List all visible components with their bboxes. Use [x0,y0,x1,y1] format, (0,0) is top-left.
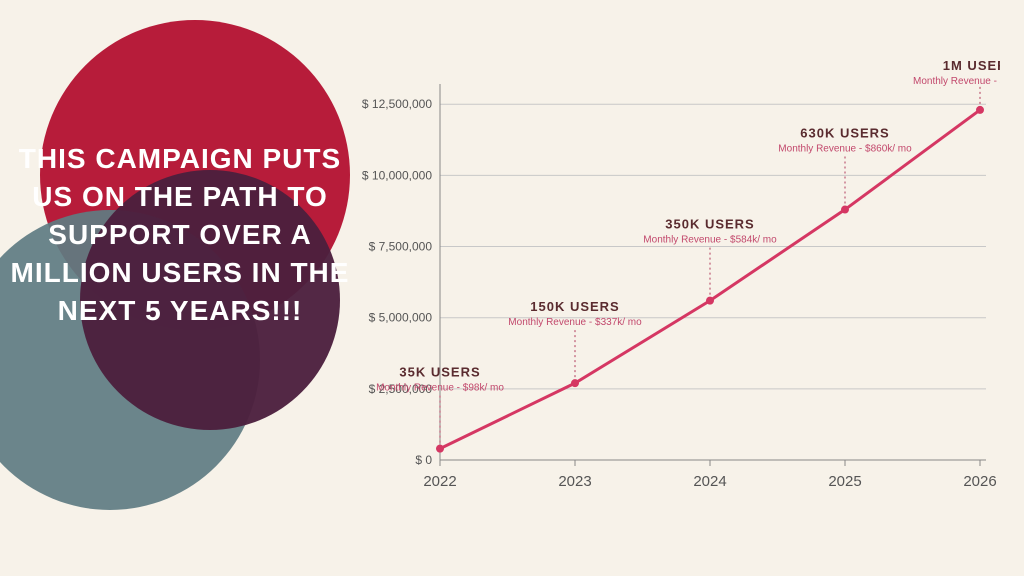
headline-text: THIS CAMPAIGN PUTS US ON THE PATH TO SUP… [10,140,350,330]
annotation-users: 630K USERS [800,126,889,141]
x-tick-label: 2022 [423,473,456,490]
data-point [571,379,579,387]
annotation-users: 350K USERS [665,217,754,232]
annotation-users: 1M USERS [943,58,1000,73]
x-tick-label: 2024 [693,473,726,490]
annotation-revenue: Monthly Revenue - $1.1M/ mo [913,76,1000,87]
y-tick-label: $ 0 [415,453,432,467]
x-tick-label: 2025 [828,473,861,490]
x-tick-label: 2023 [558,473,591,490]
annotation-users: 150K USERS [530,299,619,314]
annotation-revenue: Monthly Revenue - $860k/ mo [778,144,912,155]
data-point [706,297,714,305]
annotation-users: 35K USERS [399,365,480,380]
x-tick-label: 2026 [963,473,996,490]
data-point [976,106,984,114]
annotation-revenue: Monthly Revenue - $337k/ mo [508,317,642,328]
y-tick-label: $ 12,500,000 [362,97,432,111]
y-tick-label: $ 7,500,000 [369,240,433,254]
annotation-revenue: Monthly Revenue - $584k/ mo [643,235,777,246]
data-point [841,206,849,214]
growth-line-chart: $ 0$ 2,500,000$ 5,000,000$ 7,500,000$ 10… [360,40,1000,540]
annotation-revenue: Monthly Revenue - $98k/ mo [376,383,504,394]
data-point [436,445,444,453]
y-tick-label: $ 5,000,000 [369,311,433,325]
y-tick-label: $ 10,000,000 [362,168,432,182]
